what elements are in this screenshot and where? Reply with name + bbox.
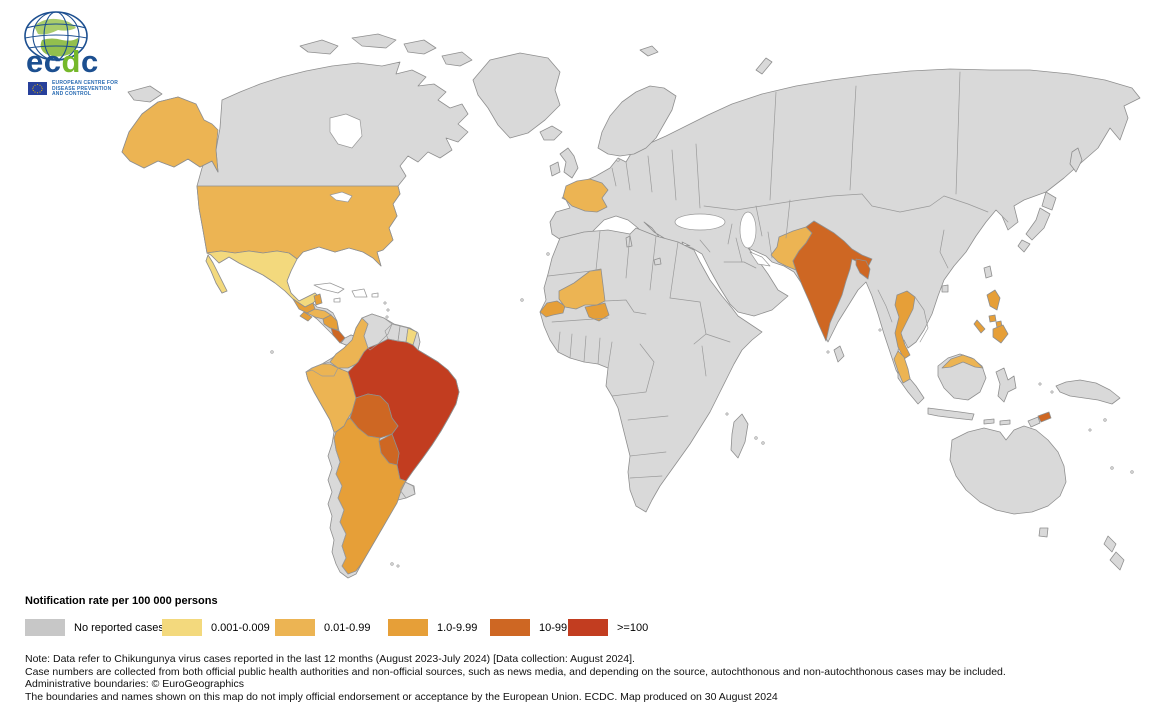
legend-row: No reported cases 0.001-0.009 0.01-0.99 … <box>25 619 1135 636</box>
legend-title: Notification rate per 100 000 persons <box>25 595 218 607</box>
map-island-dots <box>270 158 1134 568</box>
legend-swatch-10-99 <box>490 619 530 636</box>
note-line-1: Note: Data refer to Chikungunya virus ca… <box>25 653 635 665</box>
country-mexico-baja <box>205 254 228 294</box>
legend-item-0001-0009: 0.001-0.009 <box>162 619 275 636</box>
country-philippines-mindanao <box>992 324 1009 344</box>
legend-item-no-cases: No reported cases <box>25 619 164 636</box>
ecdc-wordmark: ecdc <box>26 44 99 79</box>
country-philippines-luzon <box>986 289 1001 311</box>
black-sea <box>674 213 726 231</box>
great-lakes <box>329 191 353 203</box>
country-timor-leste <box>1037 411 1052 423</box>
persian-gulf <box>749 251 771 267</box>
ecdc-logo: ecdc EUROPEAN CENTRE FOR DISEASE PREVENT… <box>16 8 136 100</box>
landmass-scandinavia <box>597 85 677 157</box>
legend-swatch-no-cases <box>25 619 65 636</box>
legend-label: 0.001-0.009 <box>211 621 270 634</box>
country-france <box>562 178 609 213</box>
map-footnotes: Note: Data refer to Chikungunya virus ca… <box>25 653 1006 703</box>
landmass-greenland <box>472 52 561 139</box>
country-burkina-faso <box>584 302 610 322</box>
map-water-bodies <box>329 113 771 267</box>
island-hispaniola <box>351 288 368 298</box>
country-nicaragua <box>322 314 339 331</box>
legend-swatch-1-999 <box>388 619 428 636</box>
map-base-landmasses <box>121 33 1141 579</box>
map-caribbean-islands <box>313 282 379 303</box>
eu-flag-icon <box>28 82 47 95</box>
landmass-madagascar <box>730 413 749 459</box>
legend-item-001-099: 0.01-0.99 <box>275 619 388 636</box>
country-alaska <box>121 96 219 173</box>
legend-label: 0.01-0.99 <box>324 621 371 634</box>
island-jamaica <box>333 297 341 303</box>
legend-swatch-gte100 <box>568 619 608 636</box>
landmass-australia <box>949 425 1067 515</box>
hudson-bay <box>329 113 363 149</box>
country-senegal <box>539 300 566 318</box>
legend-item-gte100: >=100 <box>568 619 648 636</box>
map-colored-countries <box>121 96 1052 575</box>
country-india <box>792 220 873 342</box>
island-cuba <box>313 282 345 294</box>
landmass-eurasia <box>549 68 1141 385</box>
country-belize <box>313 293 323 306</box>
note-line-3: Administrative boundaries: © EuroGeograp… <box>25 678 245 691</box>
note-line-4: The boundaries and names shown on this m… <box>25 690 778 703</box>
note-line-2: Case numbers are collected from both off… <box>25 665 1006 678</box>
caspian-sea <box>739 211 757 249</box>
country-peru <box>305 363 357 433</box>
world-choropleth-map <box>121 33 1141 579</box>
legend-item-1-999: 1.0-9.99 <box>388 619 490 636</box>
legend-swatch-0001-0009 <box>162 619 202 636</box>
map-legend: Notification rate per 100 000 persons No… <box>25 595 1135 636</box>
legend-swatch-001-099 <box>275 619 315 636</box>
country-mexico <box>206 250 320 308</box>
country-el-salvador <box>299 311 313 322</box>
ecdc-org-name: EUROPEAN CENTRE FOR DISEASE PREVENTION A… <box>52 80 119 98</box>
country-malaysia-peninsula <box>893 350 911 384</box>
island-puerto-rico <box>371 292 379 298</box>
legend-label: 10-99 <box>539 621 568 634</box>
map-internal-borders <box>305 71 1009 575</box>
legend-item-10-99: 10-99 <box>490 619 568 636</box>
legend-label: No reported cases <box>74 621 164 634</box>
country-thailand <box>894 290 916 360</box>
landmass-new-guinea <box>1055 379 1121 405</box>
country-malaysia-borneo <box>941 354 984 369</box>
country-guatemala <box>292 298 316 314</box>
country-bangladesh <box>855 258 871 280</box>
legend-label: 1.0-9.99 <box>437 621 478 634</box>
legend-label: >=100 <box>617 621 649 634</box>
globe-icon <box>24 11 88 61</box>
